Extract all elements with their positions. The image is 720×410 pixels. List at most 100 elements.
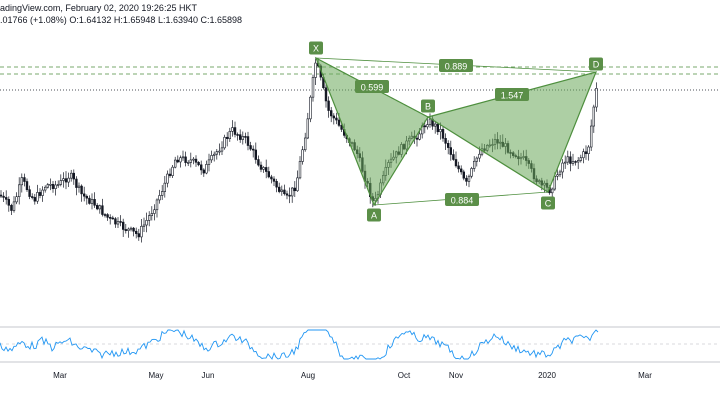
- candle-body: [285, 193, 289, 196]
- candle-body: [83, 193, 86, 197]
- candle-body: [171, 166, 174, 176]
- candle-body: [272, 178, 276, 182]
- candle-body: [296, 177, 299, 192]
- candle-body: [454, 159, 458, 167]
- candle-body: [439, 129, 442, 133]
- header-line-1: adingView.com, February 02, 2020 19:26:2…: [0, 3, 197, 13]
- candle-body: [332, 115, 335, 119]
- candle-body: [119, 221, 122, 223]
- candle-body: [327, 100, 330, 111]
- candle-body: [176, 159, 179, 163]
- candle-body: [306, 118, 309, 139]
- change-value: .01766 (+1.08%): [0, 15, 67, 25]
- candle-body: [96, 204, 99, 210]
- header-line-2: .01766 (+1.08%) O:1.64132 H:1.65948 L:1.…: [0, 14, 242, 26]
- ratio-label-bg: [445, 193, 479, 206]
- candle-body: [218, 150, 221, 153]
- candle-body: [54, 184, 57, 189]
- candle-body: [205, 164, 208, 174]
- candle-body: [228, 131, 231, 139]
- candle-body: [10, 204, 13, 211]
- candle-body: [187, 162, 190, 164]
- candle-body: [571, 161, 575, 164]
- candle-body: [148, 215, 151, 221]
- candle-body: [20, 177, 23, 186]
- ratio-label: 0.889: [445, 62, 468, 72]
- candle-body: [51, 183, 55, 189]
- candle-body: [329, 110, 333, 117]
- candle-body: [7, 199, 11, 206]
- candle-body: [314, 62, 317, 78]
- candle-body: [127, 228, 130, 231]
- candle-body: [280, 189, 283, 192]
- ratio-label-bg: [355, 80, 389, 93]
- x-tick-label: Mar: [638, 371, 652, 380]
- point-label-a-bg: [367, 208, 381, 222]
- candle-body: [194, 158, 198, 163]
- candle-body: [223, 136, 226, 149]
- candle-body: [423, 125, 426, 128]
- candle-body: [595, 88, 598, 108]
- harmonic-pattern: X A B C D 0.889 0.599 1.547 0.884: [309, 41, 603, 222]
- candle-body: [270, 176, 273, 180]
- candle-body: [153, 209, 156, 214]
- candle-body: [264, 167, 268, 172]
- candle-body: [114, 218, 117, 225]
- candle-body: [90, 199, 94, 204]
- point-label-x-bg: [309, 41, 323, 55]
- candle-body: [244, 136, 247, 138]
- candle-body: [0, 194, 3, 197]
- point-label-d: D: [593, 60, 600, 70]
- candle-body: [241, 136, 244, 140]
- candle-body: [80, 185, 83, 195]
- candle-body: [129, 227, 133, 230]
- candle-body: [301, 149, 304, 162]
- candle-body: [93, 199, 96, 206]
- candle-body: [64, 178, 68, 183]
- candle-body: [2, 195, 5, 198]
- candle-body: [324, 87, 328, 102]
- candle-body: [467, 175, 471, 182]
- candle-body: [246, 136, 250, 146]
- ratio-label: 0.599: [361, 83, 384, 93]
- candle-body: [161, 191, 164, 196]
- point-label-a: A: [371, 211, 377, 221]
- candle-body: [140, 225, 143, 238]
- candle-body: [77, 185, 81, 188]
- candle-body: [267, 171, 270, 178]
- candle-body: [103, 214, 107, 216]
- candle-body: [124, 229, 128, 231]
- candle-body: [449, 147, 452, 155]
- candle-body: [582, 151, 585, 159]
- candle-body: [457, 165, 460, 170]
- candle-body: [249, 145, 252, 150]
- candle-body: [472, 160, 476, 169]
- candle-body: [181, 156, 185, 159]
- candle-body: [452, 154, 455, 160]
- candle-body: [142, 224, 146, 227]
- candle-body: [75, 178, 78, 188]
- candle-body: [309, 96, 312, 120]
- candle-body: [23, 177, 26, 182]
- candle-body: [426, 124, 429, 128]
- candle-body: [231, 127, 234, 132]
- candle-body: [283, 189, 286, 195]
- candle-body: [462, 171, 465, 179]
- candle-body: [335, 117, 338, 121]
- candle-body: [202, 169, 205, 174]
- candle-body: [137, 233, 140, 238]
- x-tick-label: Aug: [301, 371, 315, 380]
- time-axis: Mar May Jun Aug Oct Nov 2020 Mar: [53, 371, 652, 380]
- candle-body: [36, 192, 39, 202]
- candle-body: [207, 159, 211, 165]
- candle-body: [30, 196, 34, 198]
- close-value: 1.65898: [209, 15, 243, 25]
- point-label-c-bg: [541, 196, 555, 210]
- candle-body: [444, 138, 447, 144]
- candle-body: [566, 156, 570, 163]
- candle-body: [293, 187, 296, 192]
- candle-body: [226, 136, 229, 139]
- x-tick-label: 2020: [538, 371, 556, 380]
